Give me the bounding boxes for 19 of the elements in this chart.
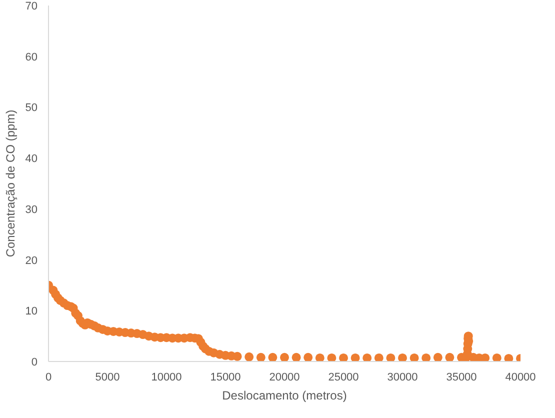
y-axis-title: Concentração de CO (ppm) xyxy=(3,110,18,258)
y-tick-label: 30 xyxy=(25,204,38,216)
y-tick-label: 20 xyxy=(25,254,38,267)
y-tick-label: 0 xyxy=(31,356,38,368)
x-tick-label: 20000 xyxy=(269,372,300,384)
x-tick-label: 10000 xyxy=(151,372,182,384)
y-tick-label: 50 xyxy=(25,102,38,114)
y-tick-label: 60 xyxy=(25,51,38,64)
y-tick-label: 70 xyxy=(25,0,38,12)
x-tick-label: 35000 xyxy=(446,372,477,384)
x-tick-label: 5000 xyxy=(95,372,120,384)
x-axis-title: Deslocamento (metros) xyxy=(222,388,347,402)
x-tick-label: 0 xyxy=(45,372,52,384)
x-tick-label: 15000 xyxy=(210,372,241,384)
x-tick-label: 40000 xyxy=(505,372,536,384)
x-tick-label: 30000 xyxy=(387,372,418,384)
y-tick-label: 40 xyxy=(25,153,38,166)
x-tick-label: 25000 xyxy=(328,372,359,384)
y-tick-label: 10 xyxy=(25,306,38,318)
